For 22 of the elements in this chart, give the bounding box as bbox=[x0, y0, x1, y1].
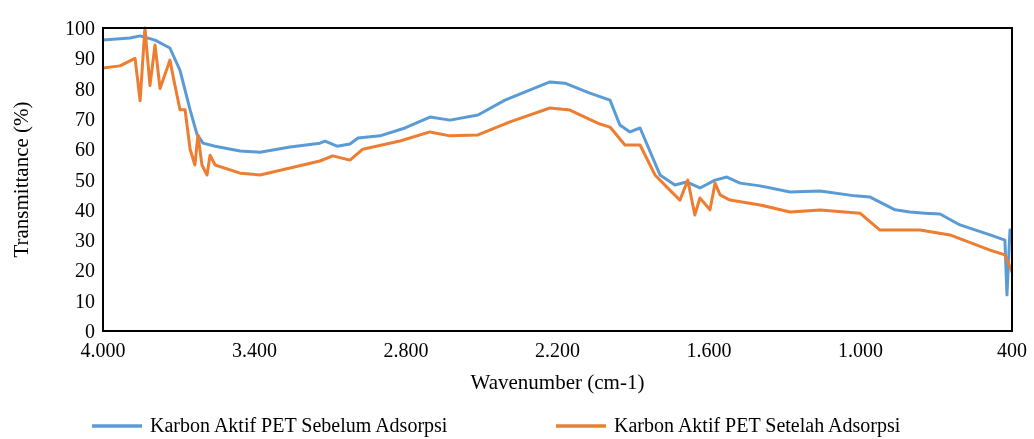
x-tick-label: 400 bbox=[997, 339, 1027, 361]
x-axis-title: Wavenumber (cm-1) bbox=[470, 370, 645, 394]
y-tick-label: 70 bbox=[75, 107, 95, 130]
y-axis-title: Transmittance (%) bbox=[9, 101, 33, 258]
x-tick-label: 4.000 bbox=[80, 339, 126, 361]
y-tick-label: 30 bbox=[75, 229, 95, 252]
x-tick-label: 3.400 bbox=[232, 339, 277, 361]
legend-label: Karbon Aktif PET Setelah Adsorpsi bbox=[614, 414, 901, 437]
y-tick-label: 10 bbox=[75, 289, 95, 312]
y-tick-label: 80 bbox=[75, 77, 95, 100]
y-tick-label: 60 bbox=[75, 138, 95, 161]
y-tick-label: 0 bbox=[85, 320, 95, 342]
y-tick-label: 100 bbox=[65, 17, 95, 39]
x-tick-label: 2.800 bbox=[383, 339, 429, 361]
x-tick-label: 1.000 bbox=[838, 339, 883, 361]
y-tick-label: 90 bbox=[75, 47, 95, 70]
y-tick-label: 40 bbox=[75, 198, 95, 221]
x-tick-label: 1.600 bbox=[686, 339, 732, 361]
legend-label: Karbon Aktif PET Sebelum Adsorpsi bbox=[150, 414, 448, 437]
y-tick-label: 50 bbox=[75, 168, 95, 191]
x-tick-label: 2.200 bbox=[535, 339, 580, 361]
y-tick-label: 20 bbox=[75, 259, 95, 282]
